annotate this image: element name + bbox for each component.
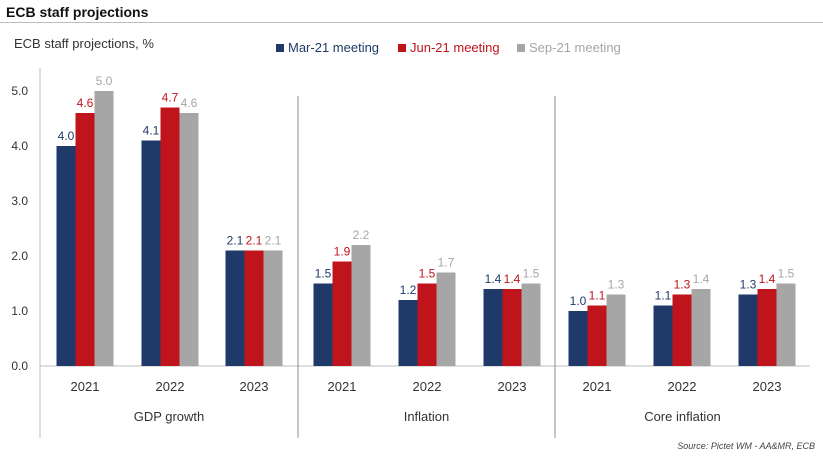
x-category-label: 2022 — [156, 379, 185, 394]
bar-value-label: 2.1 — [227, 234, 244, 248]
bar-value-label: 1.4 — [759, 272, 776, 286]
y-tick-label: 2.0 — [11, 249, 28, 263]
bar — [653, 305, 673, 366]
source-note: Source: Pictet WM - AA&MR, ECB — [677, 441, 815, 451]
bar — [160, 107, 180, 366]
bar — [587, 305, 607, 366]
bar-value-label: 4.1 — [143, 124, 160, 138]
bar — [606, 294, 626, 366]
bar — [94, 91, 114, 366]
y-tick-label: 4.0 — [11, 139, 28, 153]
y-tick-label: 3.0 — [11, 194, 28, 208]
bar-value-label: 1.5 — [523, 267, 540, 281]
bar — [75, 113, 95, 366]
bar — [502, 289, 522, 366]
page-title: ECB staff projections — [6, 4, 149, 20]
legend-label: Jun-21 meeting — [410, 40, 500, 55]
bar-value-label: 1.2 — [400, 283, 417, 297]
x-category-label: 2021 — [583, 379, 612, 394]
bar — [263, 250, 283, 366]
bar-value-label: 1.5 — [315, 267, 332, 281]
bar-value-label: 1.3 — [608, 278, 625, 292]
bar-value-label: 1.9 — [334, 245, 351, 259]
x-category-label: 2023 — [498, 379, 527, 394]
x-category-label: 2022 — [413, 379, 442, 394]
legend-label: Mar-21 meeting — [288, 40, 379, 55]
bar-value-label: 4.6 — [181, 96, 198, 110]
bar-value-label: 2.1 — [246, 234, 263, 248]
bar — [738, 294, 758, 366]
bar-value-label: 1.5 — [778, 267, 795, 281]
bar — [141, 140, 161, 366]
bar-value-label: 1.4 — [485, 272, 502, 286]
bar — [672, 294, 692, 366]
y-tick-label: 5.0 — [11, 84, 28, 98]
bar — [244, 250, 264, 366]
y-tick-label: 1.0 — [11, 304, 28, 318]
bar — [691, 289, 711, 366]
bar — [332, 261, 352, 366]
bar — [398, 300, 418, 366]
bar-value-label: 2.2 — [353, 228, 370, 242]
x-category-label: 2021 — [328, 379, 357, 394]
bar-value-label: 1.0 — [570, 294, 587, 308]
bar — [436, 272, 456, 366]
bar-value-label: 5.0 — [96, 74, 113, 88]
bar-value-label: 1.5 — [419, 267, 436, 281]
x-group-label: Core inflation — [644, 409, 721, 424]
bar-value-label: 1.3 — [674, 278, 691, 292]
bar — [521, 283, 541, 366]
bar-value-label: 2.1 — [265, 234, 282, 248]
y-axis-title: ECB staff projections, % — [14, 36, 154, 51]
legend-swatch — [398, 44, 406, 52]
bar-value-label: 1.1 — [589, 289, 606, 303]
bar-value-label: 1.1 — [655, 289, 672, 303]
bar-value-label: 1.7 — [438, 256, 455, 270]
x-category-label: 2023 — [240, 379, 269, 394]
bar — [351, 245, 371, 366]
bar-value-label: 1.4 — [693, 272, 710, 286]
bar — [313, 283, 333, 366]
bar-value-label: 4.0 — [58, 129, 75, 143]
bar — [568, 311, 588, 366]
bar-value-label: 4.6 — [77, 96, 94, 110]
legend-swatch — [276, 44, 284, 52]
bar — [225, 250, 245, 366]
x-category-label: 2021 — [71, 379, 100, 394]
bar — [417, 283, 437, 366]
bar — [757, 289, 777, 366]
bar — [776, 283, 796, 366]
bar-value-label: 1.4 — [504, 272, 521, 286]
legend-label: Sep-21 meeting — [529, 40, 621, 55]
bar-value-label: 1.3 — [740, 278, 757, 292]
legend-swatch — [517, 44, 525, 52]
x-group-label: GDP growth — [134, 409, 205, 424]
bar — [56, 146, 76, 366]
x-group-label: Inflation — [404, 409, 450, 424]
y-tick-label: 0.0 — [11, 359, 28, 373]
bar — [179, 113, 199, 366]
bar-value-label: 4.7 — [162, 91, 179, 105]
title-divider — [0, 22, 823, 23]
x-category-label: 2022 — [668, 379, 697, 394]
bar — [483, 289, 503, 366]
x-category-label: 2023 — [753, 379, 782, 394]
